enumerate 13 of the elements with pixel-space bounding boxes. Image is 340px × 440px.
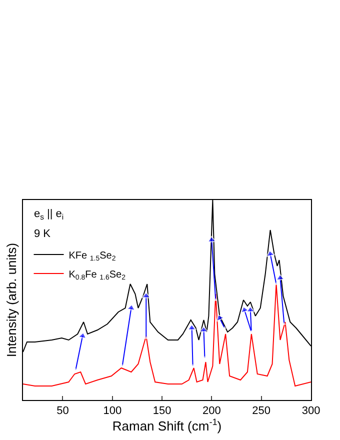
y-axis-title: Intensity (arb. units) (4, 242, 19, 358)
x-tick-label: 200 (202, 405, 221, 418)
annotation: e$_{s}$ || e$_{i}$ (34, 208, 64, 222)
legend-label: KFe $_{1.5}$Se$_{2}$ (68, 250, 116, 262)
point (266, 250, 276, 257)
x-tick-label: 100 (103, 405, 122, 418)
annotation: 9 K (34, 228, 52, 240)
x-tick-label: 50 (56, 405, 69, 418)
x-tick-label: 250 (252, 405, 271, 418)
x-tick-label: 300 (302, 405, 320, 418)
legend-label: K$_{0.8}$Fe $_{1.6}$Se$_{2}$ (68, 269, 126, 282)
x-axis-title: Raman Shift (cm$^{-1}$) (112, 417, 222, 434)
x-tick-label: 150 (152, 405, 172, 418)
